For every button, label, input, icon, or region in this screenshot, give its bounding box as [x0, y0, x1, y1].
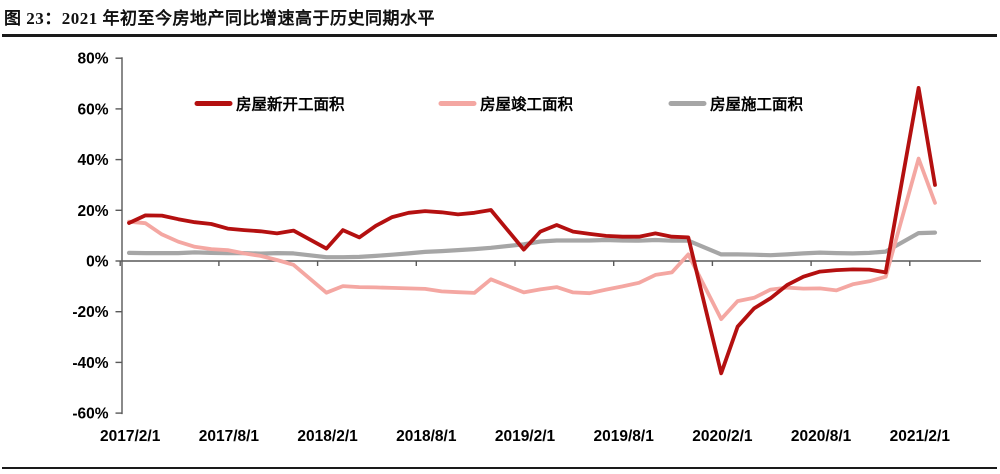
y-tick-label: 0% [86, 254, 109, 271]
x-tick-label: 2020/8/1 [791, 428, 852, 445]
x-tick-label: 2018/8/1 [396, 428, 457, 445]
x-tick-label: 2018/2/1 [297, 428, 358, 445]
y-tick-label: 20% [77, 203, 108, 220]
x-tick-label: 2017/8/1 [199, 428, 260, 445]
legend: 房屋新开工面积 房屋竣工面积 房屋施工面积 [194, 95, 804, 114]
bottom-divider [2, 467, 997, 469]
series-line-completions [127, 156, 937, 321]
x-tick-label: 2021/2/1 [890, 428, 951, 445]
y-axis: 80% 60% 40% 20% 0% -20% -40% -60% [72, 51, 123, 423]
x-tick-label: 2019/8/1 [594, 428, 655, 445]
x-axis: 2017/2/1 2017/8/1 2018/2/1 2018/8/1 2019/2/1… [100, 260, 981, 445]
legend-label-completions: 房屋竣工面积 [480, 95, 574, 114]
x-tick-label: 2019/2/1 [495, 428, 556, 445]
legend-label-under-construction: 房屋施工面积 [710, 95, 804, 114]
y-tick-label: 60% [77, 101, 108, 118]
figure-title: 图 23：2021 年初至今房地产同比增速高于历史同期水平 [4, 9, 435, 28]
x-tick-label: 2017/2/1 [100, 428, 161, 445]
legend-item-completions: 房屋竣工面积 [438, 95, 574, 114]
legend-item-new-starts: 房屋新开工面积 [194, 95, 345, 114]
y-tick-label: -60% [72, 406, 108, 423]
x-tick-label: 2020/2/1 [692, 428, 753, 445]
legend-item-under-construction: 房屋施工面积 [668, 95, 804, 114]
series-line-new-starts [127, 86, 937, 376]
y-tick-label: -20% [72, 304, 108, 321]
y-tick-label: -40% [72, 355, 108, 372]
y-tick-label: 80% [77, 51, 108, 68]
y-tick-label: 40% [77, 152, 108, 169]
series-lines [126, 86, 938, 376]
title-underline [2, 34, 997, 37]
legend-label-new-starts: 房屋新开工面积 [236, 95, 345, 114]
